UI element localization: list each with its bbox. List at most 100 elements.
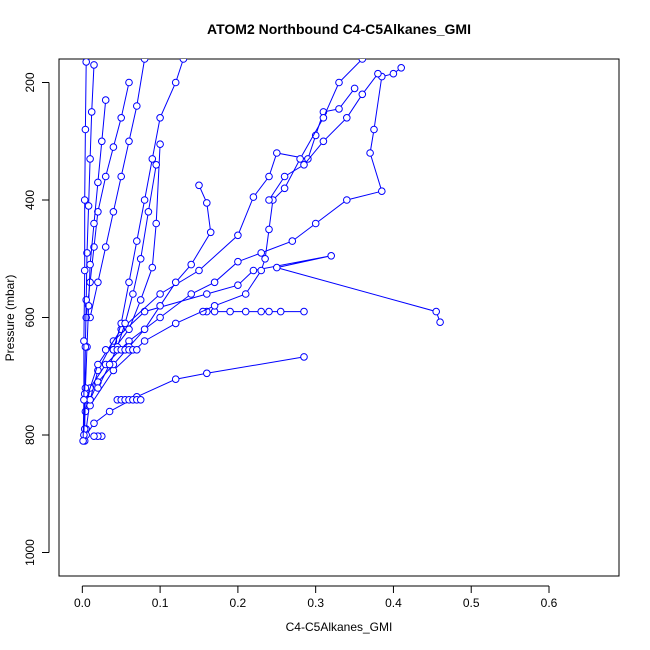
- data-point: [203, 199, 211, 207]
- x-tick-label: 0.0: [74, 596, 91, 610]
- profile-series: [90, 432, 106, 441]
- data-point: [101, 243, 110, 251]
- data-point: [140, 325, 149, 334]
- data-point: [144, 208, 153, 216]
- data-point: [319, 137, 328, 146]
- data-point: [125, 78, 133, 87]
- profile-series: [80, 61, 98, 439]
- data-point: [84, 202, 93, 210]
- data-point: [90, 219, 98, 228]
- data-point: [171, 375, 180, 384]
- data-point: [265, 225, 273, 234]
- data-point: [432, 307, 441, 316]
- data-point: [87, 108, 96, 116]
- data-point: [374, 69, 382, 78]
- data-point: [94, 360, 102, 369]
- y-tick-label: 800: [23, 425, 37, 445]
- data-point: [280, 184, 289, 193]
- data-point: [187, 260, 195, 269]
- data-point: [148, 155, 157, 163]
- data-point: [94, 278, 102, 287]
- y-axis: 200 400 600 800 1000: [23, 72, 50, 566]
- data-point: [343, 196, 351, 204]
- data-point: [101, 96, 110, 104]
- data-point: [109, 143, 118, 151]
- y-axis-label: Pressure (mbar): [3, 275, 17, 362]
- profile-series: [82, 84, 359, 404]
- data-point: [80, 266, 89, 275]
- data-point: [101, 346, 110, 354]
- data-point: [234, 231, 242, 240]
- data-point: [257, 307, 266, 316]
- profile-series: [101, 140, 164, 354]
- data-point: [370, 125, 378, 134]
- data-point: [86, 260, 94, 269]
- profile-series: [82, 78, 133, 322]
- x-tick-label: 0.6: [541, 596, 558, 610]
- data-point: [210, 302, 219, 310]
- y-tick-label: 200: [23, 72, 37, 92]
- data-point: [397, 64, 406, 72]
- data-point: [125, 278, 133, 287]
- data-point: [296, 155, 304, 163]
- data-point: [105, 360, 114, 369]
- profile-series: [81, 64, 406, 416]
- data-point: [94, 178, 102, 187]
- data-point: [133, 346, 141, 354]
- data-point: [179, 59, 188, 63]
- data-point: [171, 78, 180, 87]
- data-point: [136, 296, 145, 304]
- data-point: [358, 59, 367, 63]
- data-point: [226, 307, 234, 316]
- data-point: [80, 396, 88, 404]
- series-line: [85, 356, 305, 436]
- data-point: [90, 432, 98, 441]
- data-point: [94, 384, 102, 392]
- data-point: [265, 172, 273, 181]
- data-point: [117, 172, 125, 181]
- data-point: [140, 307, 149, 316]
- data-point: [156, 114, 164, 122]
- data-point: [86, 278, 94, 287]
- plot-frame: [58, 58, 620, 577]
- data-point: [300, 353, 308, 361]
- data-point: [273, 263, 281, 272]
- data-point: [121, 319, 129, 328]
- data-point: [80, 196, 89, 204]
- data-point: [288, 237, 297, 245]
- data-point: [101, 172, 110, 181]
- x-tick-label: 0.5: [463, 596, 480, 610]
- data-point: [358, 90, 367, 99]
- data-point: [136, 254, 145, 263]
- data-point: [94, 208, 102, 216]
- profile-series: [109, 346, 141, 354]
- data-point: [257, 249, 266, 257]
- data-point: [148, 263, 157, 272]
- data-point: [335, 78, 343, 87]
- x-axis: 0.0 0.1 0.2 0.3 0.4 0.5 0.6: [74, 585, 558, 610]
- data-point: [140, 337, 149, 345]
- data-point: [125, 325, 133, 334]
- data-point: [156, 140, 164, 148]
- data-point: [90, 419, 98, 428]
- data-point: [249, 266, 258, 275]
- data-point: [156, 302, 164, 310]
- data-point: [156, 313, 164, 322]
- data-point: [265, 196, 273, 204]
- data-point: [195, 266, 203, 275]
- x-axis-label: C4-C5Alkanes_GMI: [286, 620, 393, 634]
- profile-series: [86, 181, 215, 404]
- data-point: [203, 290, 211, 298]
- data-point: [136, 396, 145, 404]
- data-point: [90, 61, 98, 69]
- data-point: [206, 228, 215, 237]
- data-point: [105, 407, 114, 416]
- data-point: [109, 208, 118, 216]
- data-point: [210, 278, 219, 287]
- data-point: [261, 254, 269, 263]
- series-line: [84, 67, 402, 412]
- chart-title: ATOM2 Northbound C4-C5Alkanes_GMI: [207, 21, 471, 37]
- data-point: [152, 219, 160, 228]
- plot-area: [79, 59, 444, 445]
